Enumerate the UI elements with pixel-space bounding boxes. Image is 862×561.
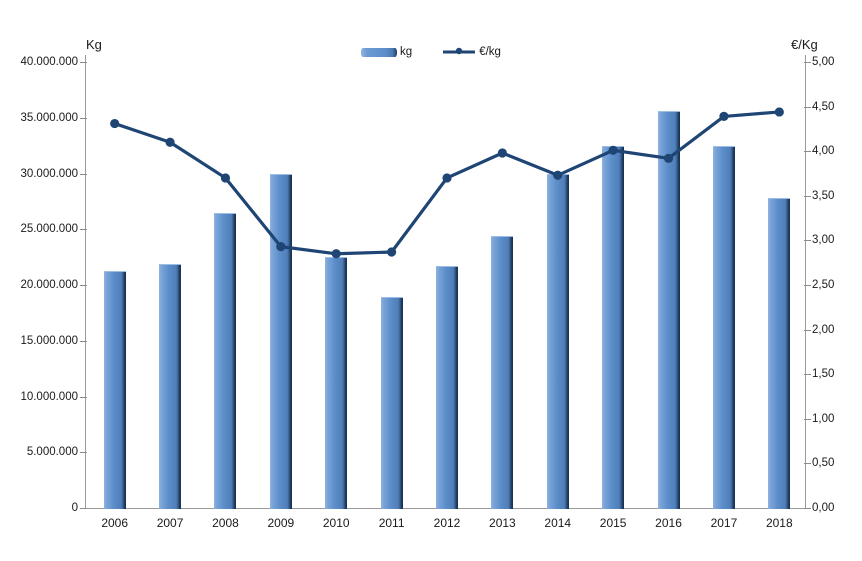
x-axis-label-2017: 2017 <box>710 516 738 530</box>
bar-2014 <box>546 173 569 509</box>
legend-label-kg: kg <box>400 46 413 58</box>
legend-label-eur-per-kg: €/kg <box>479 46 501 58</box>
right-axis-line <box>805 55 806 508</box>
x-axis-label-2018: 2018 <box>765 516 793 530</box>
left-axis-tick-label: 35.000.000 <box>20 111 78 124</box>
bar-2008 <box>214 212 237 509</box>
bar-2013 <box>491 235 514 509</box>
right-axis-tick <box>804 240 811 242</box>
right-axis-tick-label: 2,00 <box>812 323 835 336</box>
right-axis-tick <box>804 106 811 108</box>
x-axis-label-2008: 2008 <box>212 516 239 530</box>
line-series-swatch-icon <box>443 47 476 55</box>
bar-2016 <box>657 111 680 509</box>
x-axis-label-2006: 2006 <box>101 516 129 530</box>
right-axis-tick-label: 4,50 <box>812 100 835 113</box>
x-axis-label-2014: 2014 <box>544 516 572 530</box>
bar-2017 <box>712 145 735 509</box>
right-axis-tick <box>804 463 811 465</box>
left-axis-tick-label: 5.000.000 <box>26 446 78 459</box>
left-axis-tick-label: 20.000.000 <box>20 279 78 291</box>
left-axis-line <box>85 55 86 508</box>
data-point-2013 <box>497 148 507 158</box>
left-axis-tick-label: 40.000.000 <box>20 56 78 68</box>
bar-2006 <box>103 270 126 509</box>
left-axis-tick <box>80 173 87 175</box>
bar-2007 <box>159 263 182 509</box>
left-axis-tick <box>80 62 87 63</box>
x-axis-label-2013: 2013 <box>489 516 516 530</box>
x-axis-label-2012: 2012 <box>433 516 461 530</box>
data-point-2018 <box>774 107 784 117</box>
right-axis-tick-label: 5,00 <box>812 56 835 68</box>
x-axis-label-2010: 2010 <box>322 516 350 530</box>
left-axis-tick <box>80 340 87 342</box>
left-axis-tick <box>80 508 87 509</box>
right-axis-tick <box>804 285 811 286</box>
right-axis-tick-label: 0,50 <box>812 457 835 470</box>
left-axis-tick <box>80 285 87 286</box>
left-axis-title: Kg <box>86 37 102 52</box>
bar-2015 <box>602 145 625 509</box>
right-axis-tick-label: 3,50 <box>812 189 835 202</box>
data-point-2007 <box>165 137 175 147</box>
left-axis-tick <box>80 452 87 454</box>
data-point-2017 <box>719 111 729 122</box>
right-axis-title: €/Kg <box>791 37 818 52</box>
x-axis-label-2007: 2007 <box>156 516 184 530</box>
right-axis-tick-label: 3,00 <box>812 234 835 247</box>
x-axis-label-2015: 2015 <box>599 516 627 530</box>
legend-item-eur-per-kg: €/kg <box>442 46 501 58</box>
bar-2010 <box>325 257 348 509</box>
right-axis-tick <box>804 329 811 331</box>
left-axis-tick-label: 0 <box>71 502 78 514</box>
left-axis-tick <box>80 117 87 119</box>
bar-series-swatch-icon <box>361 47 398 57</box>
left-axis-tick-label: 25.000.000 <box>20 223 78 236</box>
data-point-2008 <box>220 173 231 183</box>
bar-2009 <box>269 173 292 509</box>
right-axis-tick <box>804 151 811 153</box>
right-axis-tick-label: 1,00 <box>812 412 835 425</box>
left-axis-tick-label: 10.000.000 <box>20 390 78 403</box>
legend-item-kg: kg <box>361 46 412 58</box>
bar-2011 <box>380 297 403 509</box>
right-axis-tick <box>804 508 811 509</box>
bar-2012 <box>436 266 458 509</box>
right-axis-tick <box>804 62 811 63</box>
data-point-2011 <box>387 247 397 257</box>
left-axis-tick-label: 30.000.000 <box>20 167 78 180</box>
left-axis-tick-label: 15.000.000 <box>20 334 78 347</box>
right-axis-tick-label: 0,00 <box>812 502 835 514</box>
data-point-2006 <box>110 118 120 129</box>
right-axis-tick <box>804 418 811 420</box>
left-axis-tick <box>80 229 87 231</box>
x-axis-label-2009: 2009 <box>267 516 295 530</box>
right-axis-tick-label: 1,50 <box>812 368 835 381</box>
x-axis-label-2016: 2016 <box>655 516 682 530</box>
x-axis-label-2011: 2011 <box>378 516 405 530</box>
right-axis-tick <box>804 195 811 197</box>
right-axis-tick <box>804 374 811 376</box>
legend: kg €/kg <box>0 44 862 60</box>
left-axis-tick <box>80 396 87 398</box>
data-point-2012 <box>442 173 452 183</box>
right-axis-tick-label: 4,00 <box>812 145 835 158</box>
bar-2018 <box>768 198 791 509</box>
right-axis-tick-label: 2,50 <box>812 279 835 291</box>
